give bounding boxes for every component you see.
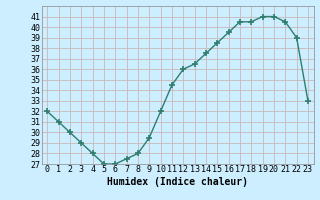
X-axis label: Humidex (Indice chaleur): Humidex (Indice chaleur) xyxy=(107,177,248,187)
